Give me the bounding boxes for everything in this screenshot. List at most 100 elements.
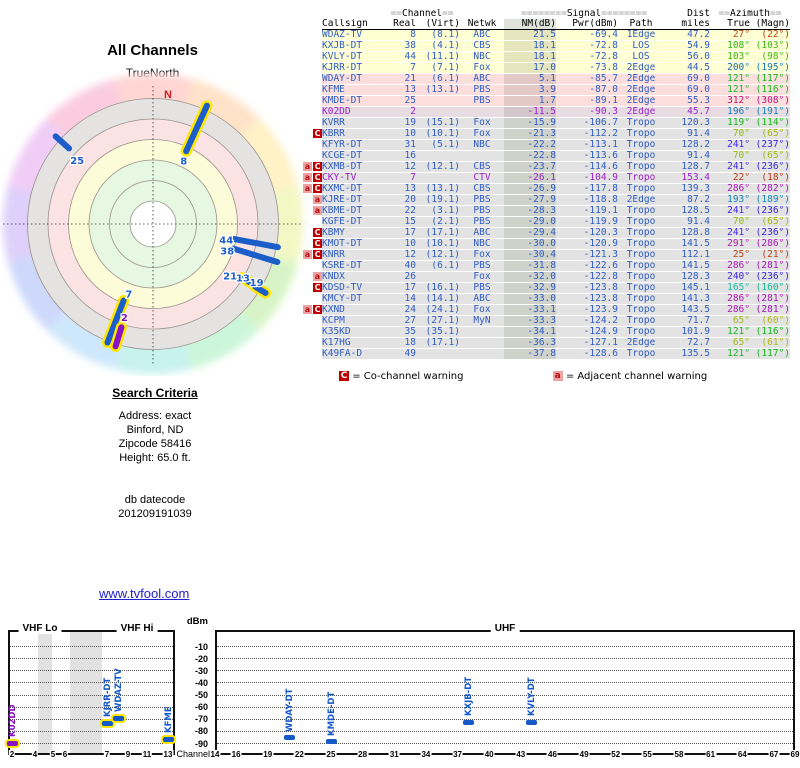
dbm-gridline bbox=[10, 646, 173, 647]
group-header-signal: ========Signal======== bbox=[521, 9, 647, 19]
signal-marker bbox=[101, 720, 113, 726]
co-channel-warning-text: = Co-channel warning bbox=[352, 371, 464, 382]
cell-azimuth-magnetic: (22°) bbox=[750, 29, 790, 41]
cell-azimuth-magnetic: (195°) bbox=[750, 62, 790, 74]
table-row: KCGE-DT 16 -22.8 -113.6 Tropo 91.4 70° (65°) bbox=[302, 150, 790, 162]
co-channel-warning-icon: C bbox=[313, 239, 322, 248]
cell-distance-miles: 56.0 bbox=[664, 51, 710, 63]
signal-marker bbox=[162, 736, 174, 742]
dbm-gridline bbox=[217, 719, 793, 720]
cell-path: Tropo bbox=[618, 293, 664, 305]
cell-callsign: KMDE-DT bbox=[322, 95, 384, 107]
cell-distance-miles: 120.3 bbox=[664, 117, 710, 129]
dbm-gridline bbox=[10, 695, 173, 696]
dbm-tick-label: -20 bbox=[194, 653, 208, 664]
cell-azimuth-magnetic: (65°) bbox=[750, 150, 790, 162]
cell-azimuth-magnetic: (236°) bbox=[750, 271, 790, 283]
dbm-gridline bbox=[10, 743, 173, 744]
cell-warning-flags bbox=[302, 150, 322, 162]
table-row: K49FA-D 49 -37.8 -128.6 Tropo 135.5 121° (117°) bbox=[302, 348, 790, 360]
cell-power: -119.1 bbox=[556, 205, 618, 217]
cell-path: Tropo bbox=[618, 117, 664, 129]
channel-tick-label: 9 bbox=[124, 750, 132, 759]
table-row: KFYR-DT 31 (5.1) NBC -22.2 -113.1 Tropo 128.2 24… bbox=[302, 139, 790, 151]
cell-azimuth-magnetic: (61°) bbox=[750, 337, 790, 349]
cell-virtual-channel: (10.1) bbox=[416, 128, 460, 140]
cell-warning-flags: a bbox=[302, 205, 322, 217]
cell-network: Fox bbox=[460, 304, 504, 316]
cell-power: -72.8 bbox=[556, 40, 618, 52]
channel-tick-label: 43 bbox=[515, 750, 527, 759]
cell-callsign: K02DD bbox=[322, 106, 384, 118]
cell-path: LOS bbox=[618, 51, 664, 63]
cell-warning-flags bbox=[302, 337, 322, 349]
cell-network: PBS bbox=[460, 194, 504, 206]
unused-spectrum-shade bbox=[70, 631, 102, 753]
cell-callsign: KDSD-TV bbox=[322, 282, 384, 294]
col-header-virt: (Virt) bbox=[416, 19, 460, 30]
tvfool-website-link[interactable]: www.tvfool.com bbox=[99, 586, 190, 601]
cell-path: 2Edge bbox=[618, 62, 664, 74]
cell-warning-flags: C bbox=[302, 227, 322, 239]
col-header-azimuth-magn: (Magn) bbox=[750, 19, 790, 30]
cell-network: Fox bbox=[460, 62, 504, 74]
adjacent-channel-warning-icon: a bbox=[303, 250, 312, 259]
cell-power: -90.3 bbox=[556, 106, 618, 118]
cell-azimuth-true: 22° bbox=[710, 172, 750, 184]
cell-azimuth-true: 241° bbox=[710, 227, 750, 239]
table-column-header-row: Callsign Real (Virt) Netwk NM(dB) Pwr(dB… bbox=[302, 19, 790, 30]
adjacent-channel-warning-icon: a bbox=[313, 272, 322, 281]
cell-noise-margin: -29.4 bbox=[504, 227, 556, 239]
cell-noise-margin: -30.4 bbox=[504, 249, 556, 261]
adjacent-channel-warning-icon: a bbox=[313, 195, 322, 204]
cell-noise-margin: -23.7 bbox=[504, 161, 556, 173]
cell-path: Tropo bbox=[618, 326, 664, 338]
cell-power: -123.8 bbox=[556, 293, 618, 305]
cell-real-channel: 38 bbox=[384, 40, 416, 52]
channel-tick-label: 2 bbox=[8, 750, 16, 759]
cell-callsign: KJRR-DT bbox=[322, 62, 384, 74]
cell-distance-miles: 141.3 bbox=[664, 293, 710, 305]
search-criteria-panel: Search Criteria Address: exact Binford, … bbox=[55, 386, 255, 521]
cell-real-channel: 31 bbox=[384, 139, 416, 151]
channel-axis-title: Channel bbox=[176, 749, 210, 759]
cell-power: -114.6 bbox=[556, 161, 618, 173]
channel-tick-label: 16 bbox=[230, 750, 242, 759]
cell-virtual-channel: (16.1) bbox=[416, 282, 460, 294]
table-row: C KBRR 10 (10.1) Fox -21.3 -112.2 Tropo 91.4 70°(… bbox=[302, 128, 790, 140]
cell-network bbox=[460, 150, 504, 162]
signal-marker bbox=[525, 719, 537, 725]
cell-path: Tropo bbox=[618, 304, 664, 316]
channel-bar-label: 44 bbox=[219, 236, 233, 247]
cell-distance-miles: 91.4 bbox=[664, 128, 710, 140]
cell-distance-miles: 55.3 bbox=[664, 95, 710, 107]
cell-virtual-channel: (35.1) bbox=[416, 326, 460, 338]
dbm-gridline bbox=[217, 695, 793, 696]
cell-real-channel: 27 bbox=[384, 315, 416, 327]
cell-real-channel: 17 bbox=[384, 282, 416, 294]
cell-virtual-channel: (6.1) bbox=[416, 260, 460, 272]
cell-azimuth-magnetic: (308°) bbox=[750, 95, 790, 107]
table-row: KCPM 27 (27.1) MyN -33.3 -124.2 Tropo 71.7 65° (6… bbox=[302, 315, 790, 327]
cell-warning-flags bbox=[302, 315, 322, 327]
dbm-tick-label: -30 bbox=[194, 665, 208, 676]
cell-callsign: KNDX bbox=[322, 271, 384, 283]
cell-virtual-channel: (6.1) bbox=[416, 73, 460, 85]
channel-tick-label: 28 bbox=[357, 750, 369, 759]
table-row: a C KNRR 12 (12.1) Fox -30.4 -121.3 Tropo 112.1 25… bbox=[302, 249, 790, 261]
channel-tick-label: 55 bbox=[641, 750, 653, 759]
cell-azimuth-magnetic: (60°) bbox=[750, 315, 790, 327]
table-row: a C KXMB-DT 12 (12.1) CBS -23.7 -114.6 Tropo 128.… bbox=[302, 161, 790, 173]
bracket-end-tick bbox=[8, 630, 10, 636]
cell-noise-margin: -22.8 bbox=[504, 150, 556, 162]
cell-noise-margin: -31.8 bbox=[504, 260, 556, 272]
cell-power: -72.8 bbox=[556, 51, 618, 63]
cell-power: -121.3 bbox=[556, 249, 618, 261]
cell-azimuth-true: 165° bbox=[710, 282, 750, 294]
cell-real-channel: 14 bbox=[384, 293, 416, 305]
cell-power: -87.0 bbox=[556, 84, 618, 96]
cell-path: Tropo bbox=[618, 271, 664, 283]
cell-network: PBS bbox=[460, 95, 504, 107]
cell-network: NBC bbox=[460, 139, 504, 151]
